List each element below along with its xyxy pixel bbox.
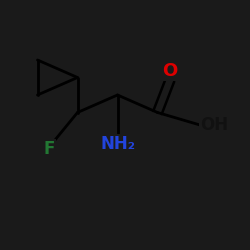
Text: O: O <box>162 62 178 80</box>
Text: OH: OH <box>200 116 228 134</box>
Text: NH₂: NH₂ <box>100 135 135 153</box>
Text: F: F <box>44 140 55 158</box>
